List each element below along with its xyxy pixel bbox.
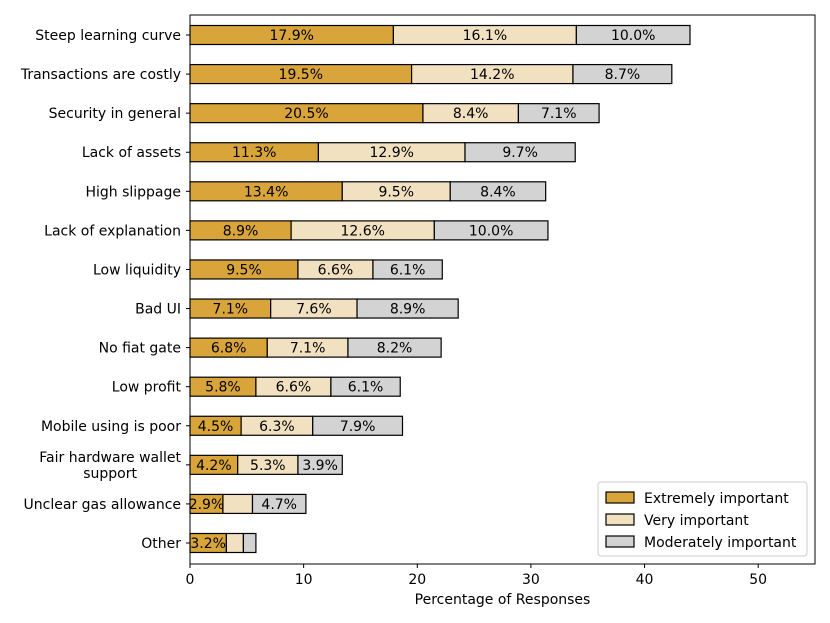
bar-value-label: 20.5%: [284, 106, 328, 122]
bar-value-label: 12.6%: [340, 223, 384, 239]
bar-value-label: 6.6%: [276, 380, 312, 396]
bar-value-label: 6.3%: [259, 419, 295, 435]
bar-segment: [575, 24, 691, 46]
x-tick-label: 0: [186, 572, 195, 588]
bar-value-label: 3.9%: [302, 458, 338, 474]
bar-value-label: 8.9%: [390, 302, 426, 318]
legend-entry-label: Moderately important: [644, 535, 797, 551]
y-tick-label: High slippage: [85, 184, 181, 200]
legend: Extremely important Very important Moderat…: [597, 481, 808, 557]
bar-value-label: 5.8%: [205, 380, 241, 396]
bar-segment: [297, 454, 343, 475]
y-tick-label: Security in general: [49, 106, 181, 122]
bar-value-label: 5.3%: [250, 458, 286, 474]
y-tick-label: Low liquidity: [93, 262, 181, 278]
bar-value-label: 8.2%: [377, 341, 413, 357]
bar-segment: [372, 259, 443, 280]
legend-entry-label: Very important: [644, 513, 749, 529]
bar-value-label: 7.1%: [290, 341, 326, 357]
x-tick-label: 40: [636, 572, 654, 588]
y-tick-label: Low profit: [112, 380, 182, 396]
x-tick-label: 10: [295, 572, 313, 588]
bar-segment: [225, 532, 245, 554]
bar-value-label: 8.4%: [453, 106, 489, 122]
bar-value-label: 13.4%: [244, 184, 288, 200]
bar-value-label: 6.1%: [390, 262, 426, 278]
bar-value-label: 14.2%: [470, 67, 514, 83]
y-tick-label: Lack of explanation: [44, 223, 181, 239]
bar-value-label: 17.9%: [269, 28, 313, 44]
bar-segment: [251, 493, 307, 515]
bar-value-label: 4.2%: [196, 458, 232, 474]
bar-segment: [356, 298, 459, 319]
y-tick-label: Lack of assets: [82, 145, 181, 161]
bar-value-label: 16.1%: [463, 28, 507, 44]
bar-segment: [330, 376, 401, 397]
x-tick-label: 50: [749, 572, 767, 588]
bar-segment: [433, 220, 549, 241]
bar-value-label: 8.7%: [605, 67, 641, 83]
bar-value-label: 6.8%: [211, 341, 247, 357]
bar-segment: [449, 181, 547, 202]
bar-segment: [347, 337, 442, 358]
bar-value-label: 8.4%: [480, 184, 516, 200]
bar-value-label: 7.9%: [340, 419, 376, 435]
bar-value-label: 7.6%: [296, 302, 332, 318]
bar-value-label: 12.9%: [369, 145, 413, 161]
x-tick-label: 30: [522, 572, 540, 588]
bar-segment: [572, 63, 673, 85]
bar-value-label: 2.9%: [189, 497, 225, 513]
bar-value-label: 11.3%: [232, 145, 276, 161]
legend-swatch: [605, 491, 635, 504]
y-tick-label: Unclear gas allowance: [24, 497, 181, 513]
bar-value-label: 10.0%: [469, 223, 513, 239]
bar-value-label: 6.1%: [348, 380, 384, 396]
legend-box: [597, 481, 808, 557]
bar-value-label: 9.5%: [378, 184, 414, 200]
bar-value-label: 7.1%: [541, 106, 577, 122]
bar-value-label: 4.7%: [261, 497, 297, 513]
x-tick-label: 20: [408, 572, 426, 588]
y-tick-label: Transactions are costly: [20, 67, 181, 83]
bar-value-label: 9.5%: [226, 262, 262, 278]
bar-value-label: 3.2%: [190, 536, 226, 552]
x-axis-label: Percentage of Responses: [415, 592, 591, 608]
legend-entry-label: Extremely important: [644, 491, 789, 507]
y-tick-label: Fair hardware wallet support: [39, 450, 181, 482]
legend-swatch: [605, 513, 635, 526]
bar-segment: [222, 493, 254, 515]
bar-value-label: 10.0%: [611, 28, 655, 44]
bar-segment: [312, 415, 404, 436]
y-tick-label: Other: [141, 536, 181, 552]
y-tick-label: No fiat gate: [99, 341, 181, 357]
bar-value-label: 7.1%: [213, 302, 249, 318]
y-tick-label: Mobile using is poor: [41, 419, 181, 435]
bar-value-label: 19.5%: [279, 67, 323, 83]
bar-segment: [464, 142, 576, 163]
bar-value-label: 8.9%: [223, 223, 259, 239]
plot-frame: [189, 14, 816, 565]
bar-value-label: 9.7%: [502, 145, 538, 161]
y-tick-label: Bad UI: [135, 302, 181, 318]
bar-segment: [517, 103, 600, 124]
legend-swatch: [605, 535, 635, 548]
bar-value-label: 4.5%: [198, 419, 234, 435]
bar-value-label: 6.6%: [318, 262, 354, 278]
y-tick-label: Steep learning curve: [35, 28, 181, 44]
bar-segment: [242, 532, 257, 554]
